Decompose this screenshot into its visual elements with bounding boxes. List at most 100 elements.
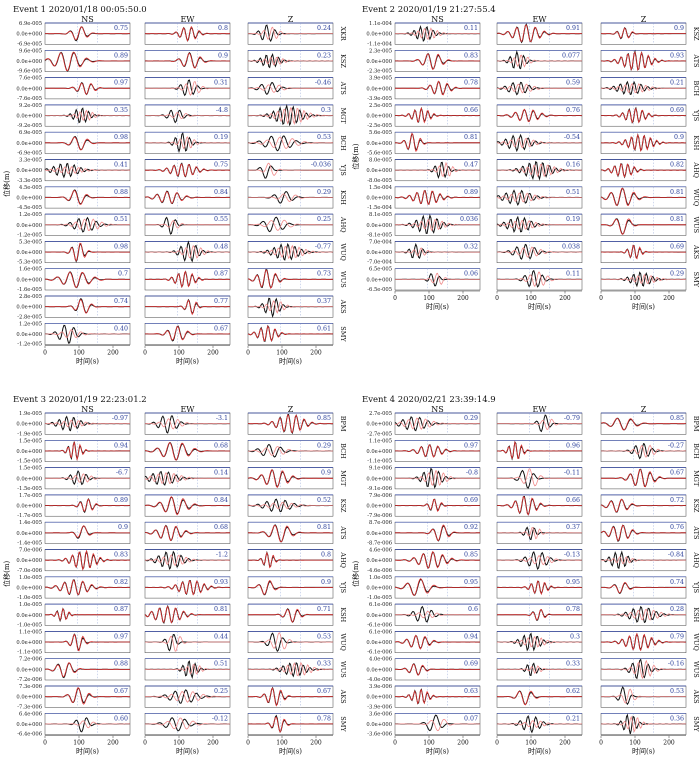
x-tick-label: 100 xyxy=(276,350,288,357)
station-code-ats: ATS xyxy=(339,525,347,539)
waveform-panel-ksz-ew: 0.91 xyxy=(496,22,583,45)
event-title: Event 3 2020/01/19 22:23:01.2 xyxy=(13,395,147,405)
synthetic-waveform xyxy=(497,609,582,621)
synthetic-waveform xyxy=(247,551,333,569)
waveform-panel-xkr-z: 0.24 xyxy=(247,22,334,45)
waveform-panel-ats-z: 0.76 xyxy=(600,521,687,544)
correlation-value: 0.97 xyxy=(114,80,128,87)
x-tick-label: 200 xyxy=(663,295,675,302)
waveform-panel-wus-ew: 0.87 xyxy=(144,268,231,291)
y-tick-label: -7.9e-006 xyxy=(367,513,392,519)
correlation-value: 0.67 xyxy=(114,688,128,695)
x-axis-label: 时间(s) xyxy=(528,747,551,756)
y-tick-label: -1.5e-005 xyxy=(17,459,42,465)
y-tick-label: 0.0e+000 xyxy=(366,585,392,591)
y-tick-label: 0.0e+000 xyxy=(366,667,392,673)
synthetic-waveform xyxy=(45,242,130,262)
y-tick-label: -4.5e-005 xyxy=(17,205,42,211)
synthetic-waveform xyxy=(247,26,333,40)
station-code-ksh: KSH xyxy=(692,607,700,622)
y-tick-label: 0.0e+000 xyxy=(16,32,42,38)
station-code-aks: AKS xyxy=(339,689,347,704)
station-code-ksh: KSH xyxy=(339,607,347,622)
y-tick-label: 0.0e+000 xyxy=(16,531,42,537)
synthetic-waveform xyxy=(144,270,230,288)
correlation-value: 0.61 xyxy=(317,325,331,332)
correlation-value: 0.69 xyxy=(670,243,684,250)
correlation-value: 0.95 xyxy=(566,579,580,586)
station-code-smy: SMY xyxy=(692,272,700,288)
x-tick-label: 0 xyxy=(495,295,499,302)
waveform-panel-ahq-ew: -1.2 xyxy=(144,549,231,572)
x-tick-label: 200 xyxy=(207,740,219,747)
station-code-bpm: BPM xyxy=(692,416,700,432)
waveform-panel-wus-ns: 0.88 xyxy=(44,658,131,681)
y-tick-label: -2.7e-005 xyxy=(367,431,392,437)
synthetic-waveform xyxy=(601,107,686,124)
synthetic-waveform xyxy=(395,550,480,569)
synthetic-waveform xyxy=(145,136,230,150)
x-tick-label: 100 xyxy=(525,740,537,747)
waveform-panel-aks-ns: 0.63 xyxy=(394,685,481,708)
waveform-panel-ksz-z: 0.9 xyxy=(600,22,687,45)
synthetic-waveform xyxy=(145,299,230,316)
correlation-value: 0.89 xyxy=(114,52,128,59)
waveform-panel-yjs-ns: 0.41 xyxy=(44,159,131,182)
waveform-panel-ksz-ew: 0.9 xyxy=(144,49,231,72)
x-axis-label: 时间(s) xyxy=(528,302,551,311)
y-tick-label: 1.9e-005 xyxy=(19,411,42,417)
waveform-panel-bch-ns: 0.98 xyxy=(44,131,131,154)
synthetic-waveform xyxy=(395,27,480,40)
correlation-value: 0.81 xyxy=(670,216,684,223)
synthetic-waveform xyxy=(600,51,686,72)
correlation-value: 0.81 xyxy=(464,134,478,141)
synthetic-waveform xyxy=(248,414,333,433)
synthetic-waveform xyxy=(497,635,582,648)
correlation-value: 0.9 xyxy=(674,25,684,32)
correlation-value: 0.66 xyxy=(464,107,478,114)
y-tick-label: 6.1e-006 xyxy=(369,629,392,635)
y-tick-label: -5.6e-005 xyxy=(367,151,392,157)
column-header-z: Z xyxy=(641,405,647,414)
x-tick-label: 200 xyxy=(207,350,219,357)
station-code-wuq: WUQ xyxy=(692,633,700,651)
y-tick-label: 0.0e+000 xyxy=(16,250,42,256)
correlation-value: 0.66 xyxy=(566,497,580,504)
y-tick-label: 2.8e-005 xyxy=(19,294,42,300)
synthetic-waveform xyxy=(395,663,480,676)
y-tick-label: 9.1e-006 xyxy=(369,466,392,472)
x-tick-label: 200 xyxy=(107,350,119,357)
y-tick-label: 8.1e-005 xyxy=(369,212,392,218)
y-tick-label: 1.2e-005 xyxy=(19,321,42,327)
synthetic-waveform xyxy=(144,554,231,567)
y-tick-label: 1.0e-005 xyxy=(19,602,42,608)
y-tick-label: 2.3e-005 xyxy=(369,48,392,54)
waveform-panel-bch-ns: 0.94 xyxy=(44,439,131,462)
waveform-panel-ksh-ew: 0.81 xyxy=(144,603,231,626)
synthetic-waveform xyxy=(144,472,230,484)
waveform-panel-ahq-ns: 0.83 xyxy=(44,549,131,572)
x-tick-label: 0 xyxy=(495,740,499,747)
x-tick-label: 100 xyxy=(629,295,641,302)
correlation-value: 0.84 xyxy=(214,189,228,196)
waveform-panel-wus-z: 0.33 xyxy=(247,658,334,681)
station-code-ahq: AHQ xyxy=(692,551,700,568)
waveform-panel-ksz-z: 0.52 xyxy=(247,494,334,517)
waveform-panel-ats-ew: 0.37 xyxy=(496,521,583,544)
correlation-value: 0.94 xyxy=(114,442,128,449)
station-code-ahq: AHQ xyxy=(339,551,347,568)
correlation-value: 0.83 xyxy=(464,52,478,59)
y-tick-label: -6.5e-005 xyxy=(367,287,392,293)
waveform-panel-ahq-ew: 0.16 xyxy=(496,159,583,182)
waveform-panel-ahq-ns: 0.51 xyxy=(44,213,131,236)
waveform-panel-bpm-ew: -3.1 xyxy=(144,412,231,435)
correlation-value: 0.29 xyxy=(317,442,331,449)
station-code-mgt: MGT xyxy=(339,470,347,487)
synthetic-waveform xyxy=(145,525,230,542)
y-tick-label: 7.6e-005 xyxy=(19,76,42,82)
synthetic-waveform xyxy=(145,52,230,69)
y-tick-label: 2.5e-005 xyxy=(369,103,392,109)
synthetic-waveform xyxy=(44,607,130,621)
waveform-panel-ksh-z: 0.9 xyxy=(600,131,687,154)
correlation-value: 0.74 xyxy=(114,298,128,305)
